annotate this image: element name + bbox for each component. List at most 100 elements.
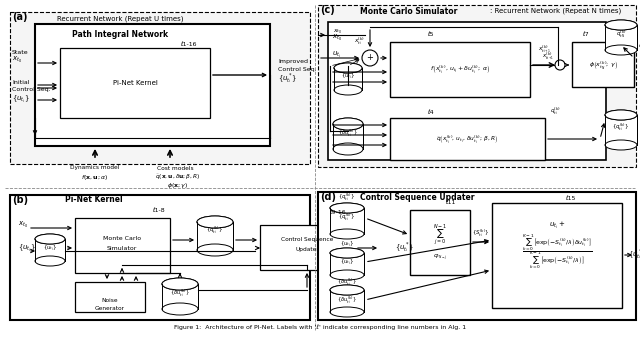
Text: $\{q^{(k)}_{t_i}\}$: $\{q^{(k)}_{t_i}\}$ (339, 192, 356, 204)
Text: ℓ9-16: ℓ9-16 (329, 211, 346, 215)
Ellipse shape (330, 285, 364, 295)
Text: $f\left(x^{(k)}_{t_i},\, u_{t_i} + \delta u^{(k)}_{t_i};\, \alpha\right)$: $f\left(x^{(k)}_{t_i},\, u_{t_i} + \delt… (430, 63, 490, 75)
Text: Control Seq.: Control Seq. (278, 67, 317, 72)
Bar (572, 42, 634, 87)
Text: ℓ1-8: ℓ1-8 (152, 208, 164, 213)
Text: $\dfrac{\sum_{k=0}^{K-1}\left[\exp\!\left(-S^{(k)}_{t_i}/\lambda\right)\delta u^: $\dfrac{\sum_{k=0}^{K-1}\left[\exp\!\lef… (522, 233, 592, 271)
Bar (330, 290, 364, 312)
Ellipse shape (330, 203, 364, 213)
Ellipse shape (330, 248, 364, 258)
Bar (35, 239, 65, 261)
Bar (10, 12, 310, 164)
Bar (390, 118, 545, 160)
Bar (318, 192, 636, 320)
Bar (334, 68, 362, 90)
Text: Recurrent Network (Repeat U times): Recurrent Network (Repeat U times) (57, 16, 183, 23)
Text: $f(\mathbf{x}, \mathbf{u}; \alpha)$: $f(\mathbf{x}, \mathbf{u}; \alpha)$ (81, 173, 109, 182)
Text: Path Integral Network: Path Integral Network (72, 30, 168, 39)
Text: $\{q^{(k)}_{t_i}\}$: $\{q^{(k)}_{t_i}\}$ (339, 212, 356, 224)
Text: Control Sequence Updater: Control Sequence Updater (360, 193, 474, 203)
Text: $q^{(k)}_{t_N}$: $q^{(k)}_{t_N}$ (616, 29, 627, 41)
Ellipse shape (197, 216, 233, 228)
Ellipse shape (334, 63, 362, 73)
Ellipse shape (605, 110, 637, 120)
Ellipse shape (197, 244, 233, 256)
Text: ℓ4: ℓ4 (427, 110, 433, 115)
Ellipse shape (334, 85, 362, 95)
Text: $\{u_{t_i}\}$: $\{u_{t_i}\}$ (43, 243, 57, 253)
Ellipse shape (197, 216, 233, 228)
Text: (d): (d) (320, 192, 336, 202)
Text: $\{\delta u^{(k)}_{t_i}\}$: $\{\delta u^{(k)}_{t_i}\}$ (170, 287, 190, 299)
Text: Monte Carlo Simulator: Monte Carlo Simulator (360, 6, 458, 16)
Text: $x_{t_0}$: $x_{t_0}$ (12, 55, 22, 65)
Text: Initial: Initial (12, 80, 29, 85)
Bar (197, 222, 233, 250)
Text: State: State (12, 50, 29, 55)
Text: Pi-Net Kernel: Pi-Net Kernel (65, 195, 123, 205)
Text: Control Seq.: Control Seq. (12, 88, 51, 92)
Text: Monte Carlo: Monte Carlo (103, 236, 141, 241)
Circle shape (555, 60, 565, 70)
Text: $\{S^{(k)}_{t_i}\}$: $\{S^{(k)}_{t_i}\}$ (472, 228, 490, 240)
Text: $\tilde{q}(\mathbf{x}, \mathbf{u}, \delta\mathbf{u}; \beta, R)$: $\tilde{q}(\mathbf{x}, \mathbf{u}, \delt… (156, 173, 201, 182)
Text: $x_{t_0}$: $x_{t_0}$ (332, 33, 342, 43)
Bar (75, 282, 145, 312)
Bar (10, 195, 310, 320)
Ellipse shape (605, 140, 637, 150)
Text: Generator: Generator (95, 306, 125, 310)
Ellipse shape (333, 118, 363, 130)
Text: : Recurrent Network (Repeat N times): : Recurrent Network (Repeat N times) (490, 8, 621, 14)
Bar (333, 124, 363, 149)
Ellipse shape (162, 278, 198, 290)
Text: $\{u_{t_i}\}$: $\{u_{t_i}\}$ (340, 239, 354, 249)
Ellipse shape (35, 256, 65, 266)
Bar (330, 253, 364, 275)
Ellipse shape (162, 303, 198, 315)
Ellipse shape (35, 234, 65, 244)
Text: ℓ1-16: ℓ1-16 (180, 41, 196, 47)
Text: $\{\delta u^{(k)}_{t_i}\}$: $\{\delta u^{(k)}_{t_i}\}$ (337, 276, 357, 288)
Ellipse shape (330, 203, 364, 213)
Text: $\{u_{t_i}\}$: $\{u_{t_i}\}$ (340, 257, 354, 267)
Text: Control Sequence: Control Sequence (281, 238, 333, 243)
Bar (605, 115, 637, 145)
Bar (330, 208, 364, 234)
Text: (c): (c) (320, 5, 335, 15)
Ellipse shape (605, 45, 637, 55)
Text: $x^{(k)}_{t_{i+1}}$: $x^{(k)}_{t_{i+1}}$ (542, 51, 554, 63)
Text: ℓ11: ℓ11 (445, 201, 455, 206)
Text: $\{u_{t_i}\}$: $\{u_{t_i}\}$ (18, 243, 36, 253)
Text: $u_{t_i}$: $u_{t_i}$ (332, 50, 341, 60)
Text: Improved: Improved (278, 60, 308, 64)
Bar (35, 24, 270, 146)
Bar (60, 48, 210, 118)
Ellipse shape (605, 20, 637, 30)
Bar (318, 5, 636, 167)
Ellipse shape (330, 285, 364, 295)
Text: $\{u^*_{t_i}\}$: $\{u^*_{t_i}\}$ (278, 72, 298, 86)
Bar (330, 253, 364, 275)
Text: $\{q^{(k)}_{t_i}\}$: $\{q^{(k)}_{t_i}\}$ (612, 122, 630, 134)
Text: $\{q^{(k)}_{t_i}\}$: $\{q^{(k)}_{t_i}\}$ (206, 225, 224, 237)
Bar (334, 68, 362, 90)
Ellipse shape (334, 63, 362, 73)
Text: Pi-Net Kernel: Pi-Net Kernel (113, 80, 157, 86)
Text: (b): (b) (12, 195, 28, 205)
Text: $\sum_{j=0}^{N-1}$: $\sum_{j=0}^{N-1}$ (433, 222, 447, 247)
Bar (328, 22, 606, 160)
Text: ℓ5: ℓ5 (427, 32, 433, 37)
Bar (162, 284, 198, 309)
Text: $\{u^*_{t_i}\}$: $\{u^*_{t_i}\}$ (395, 241, 414, 255)
Text: (a): (a) (12, 12, 28, 22)
Bar (35, 239, 65, 261)
Text: ℓ15: ℓ15 (565, 195, 575, 201)
Bar (333, 124, 363, 149)
Text: $x^{(k)}_{t_i}$: $x^{(k)}_{t_i}$ (355, 36, 365, 48)
Bar (75, 218, 170, 273)
Bar (605, 25, 637, 50)
Bar (605, 115, 637, 145)
Text: $\phi(\mathbf{x}; \gamma)$: $\phi(\mathbf{x}; \gamma)$ (167, 182, 189, 190)
Text: $q^{(k)}_{t_i}$: $q^{(k)}_{t_i}$ (550, 106, 561, 118)
Ellipse shape (605, 20, 637, 30)
